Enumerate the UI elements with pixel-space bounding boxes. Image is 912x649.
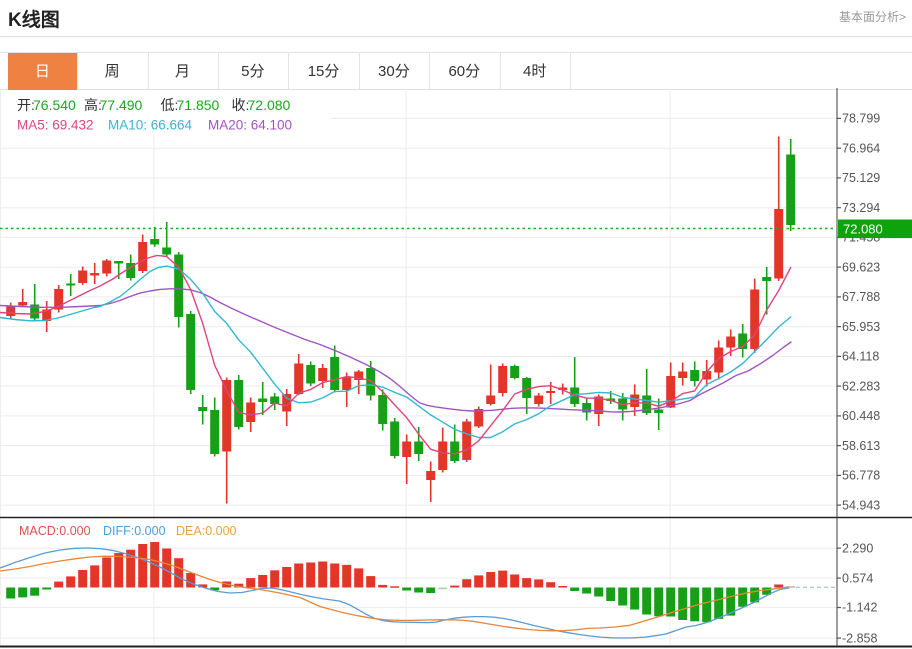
svg-text:-1.142: -1.142 xyxy=(842,601,877,615)
svg-text:DEA:0.000: DEA:0.000 xyxy=(176,524,237,538)
svg-text:56.778: 56.778 xyxy=(842,469,880,483)
svg-text:69.623: 69.623 xyxy=(842,260,880,274)
svg-text:75.129: 75.129 xyxy=(842,171,880,185)
svg-text:-2.858: -2.858 xyxy=(842,631,877,645)
svg-text:0.574: 0.574 xyxy=(842,571,873,585)
svg-text:60.448: 60.448 xyxy=(842,409,880,423)
svg-text:78.799: 78.799 xyxy=(842,112,880,126)
svg-text:72.080: 72.080 xyxy=(843,222,883,237)
svg-text:MACD:0.000: MACD:0.000 xyxy=(19,524,91,538)
svg-text:MA5: 69.432: MA5: 69.432 xyxy=(17,118,94,133)
svg-text:64.118: 64.118 xyxy=(842,350,879,364)
svg-text:MA10: 66.664: MA10: 66.664 xyxy=(108,118,193,133)
svg-text:MA20: 64.100: MA20: 64.100 xyxy=(208,118,292,133)
svg-text:2.290: 2.290 xyxy=(842,541,873,555)
svg-text:73.294: 73.294 xyxy=(842,201,880,215)
svg-text:62.283: 62.283 xyxy=(842,379,880,393)
svg-text:54.943: 54.943 xyxy=(842,498,880,512)
svg-text:65.953: 65.953 xyxy=(842,320,880,334)
svg-text:58.613: 58.613 xyxy=(842,439,880,453)
svg-text:67.788: 67.788 xyxy=(842,290,880,304)
svg-text:DIFF:0.000: DIFF:0.000 xyxy=(103,524,166,538)
svg-text:76.964: 76.964 xyxy=(842,141,880,155)
